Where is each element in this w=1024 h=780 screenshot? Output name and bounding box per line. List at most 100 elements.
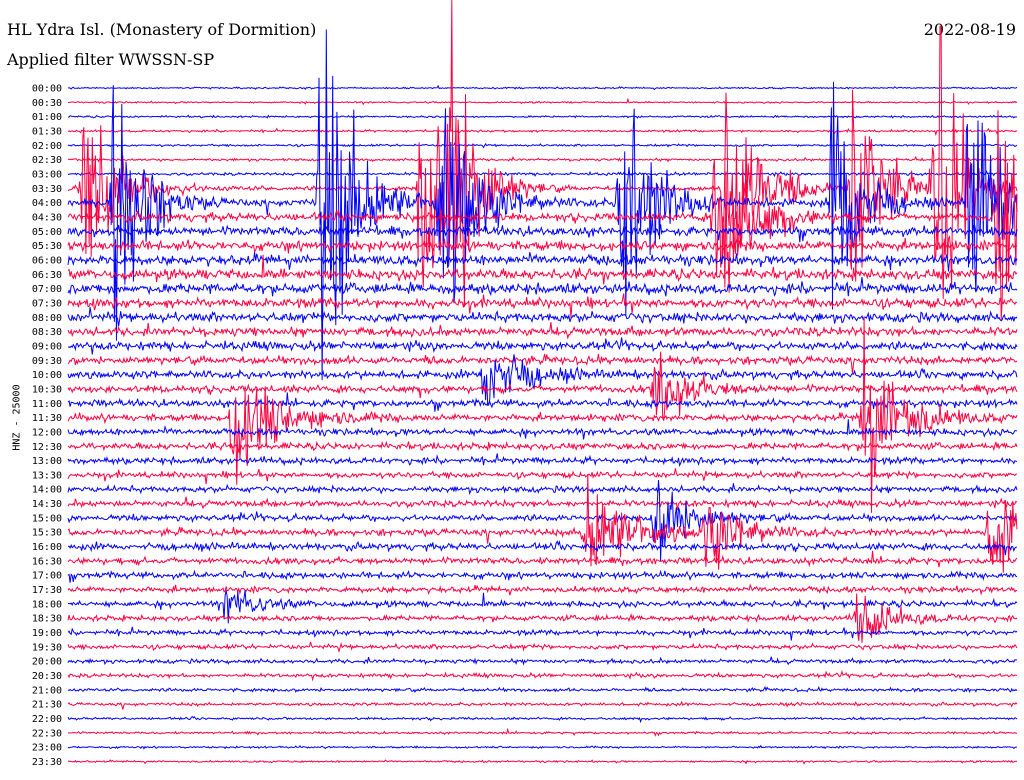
- tick-label: 08:00: [32, 313, 62, 324]
- trace-line: [67, 110, 1018, 320]
- tick-label: 17:30: [32, 585, 62, 596]
- trace-line: [67, 496, 1018, 511]
- trace-line: [67, 641, 1018, 654]
- trace-line: [67, 569, 1018, 583]
- trace-line: [67, 351, 1018, 421]
- tick-label: 22:00: [32, 714, 62, 725]
- station-title: HL Ydra Isl. (Monastery of Dormition): [7, 20, 317, 39]
- trace-line: [67, 727, 1017, 737]
- tick-label: 02:00: [32, 141, 62, 152]
- trace-line: [67, 169, 1018, 179]
- trace-line: [67, 593, 1018, 643]
- trace-line: [67, 293, 1018, 319]
- trace-line: [67, 316, 1018, 513]
- tick-label: 16:30: [32, 556, 62, 567]
- trace-line: [67, 715, 1018, 724]
- trace-line: [67, 419, 1018, 440]
- tick-label: 10:30: [32, 384, 62, 395]
- seismogram-traces: [67, 0, 1018, 765]
- tick-label: 20:30: [32, 671, 62, 682]
- trace-line: [67, 440, 1018, 453]
- tick-label: 03:30: [32, 184, 62, 195]
- trace-line: [67, 0, 1018, 307]
- tick-label: 02:30: [32, 155, 62, 166]
- trace-line: [67, 473, 1018, 573]
- tick-label: 06:00: [32, 255, 62, 266]
- filter-label: Applied filter WWSSN-SP: [7, 50, 215, 69]
- tick-label: 04:00: [32, 198, 62, 209]
- trace-line: [67, 759, 1018, 765]
- trace-line: [67, 237, 1018, 254]
- tick-label: 20:00: [32, 657, 62, 668]
- trace-line: [67, 550, 1018, 568]
- tick-label: 19:30: [32, 642, 62, 653]
- trace-line: [67, 589, 1018, 624]
- tick-label: 07:00: [32, 284, 62, 295]
- tick-label: 00:00: [32, 84, 62, 95]
- tick-label: 05:00: [32, 227, 62, 238]
- trace-line: [67, 700, 1018, 710]
- trace-line: [67, 479, 1018, 562]
- trace-line: [67, 254, 1018, 285]
- tick-label: 01:00: [32, 112, 62, 123]
- trace-line: [67, 252, 1018, 272]
- trace-line: [67, 141, 1018, 149]
- tick-label: 03:00: [32, 169, 62, 180]
- tick-label: 14:00: [32, 485, 62, 496]
- tick-label: 13:00: [32, 456, 62, 467]
- tick-label: 05:30: [32, 241, 62, 252]
- tick-label: 11:00: [32, 399, 62, 410]
- trace-line: [67, 353, 1018, 375]
- tick-label: 04:30: [32, 212, 62, 223]
- tick-label: 15:00: [32, 513, 62, 524]
- tick-label: 18:30: [32, 614, 62, 625]
- tick-label: 23:30: [32, 757, 62, 768]
- time-tick-labels: 00:00 00:30 01:00 01:30 02:00 02:30 03:00 03:30…: [32, 84, 62, 769]
- trace-line: [67, 453, 1018, 468]
- tick-label: 10:00: [32, 370, 62, 381]
- trace-line: [67, 392, 1018, 412]
- tick-label: 01:30: [32, 126, 62, 137]
- trace-line: [67, 114, 1018, 119]
- tick-label: 14:30: [32, 499, 62, 510]
- trace-line: [67, 744, 1018, 750]
- tick-label: 18:00: [32, 599, 62, 610]
- tick-label: 08:30: [32, 327, 62, 338]
- trace-line: [67, 29, 1018, 381]
- tick-label: 21:30: [32, 700, 62, 711]
- trace-line: [67, 322, 1018, 340]
- tick-label: 06:30: [32, 270, 62, 281]
- tick-label: 19:00: [32, 628, 62, 639]
- trace-line: [67, 468, 1018, 485]
- tick-label: 11:30: [32, 413, 62, 424]
- tick-label: 00:30: [32, 98, 62, 109]
- tick-label: 09:30: [32, 356, 62, 367]
- tick-label: 12:00: [32, 427, 62, 438]
- tick-label: 16:00: [32, 542, 62, 553]
- tick-label: 23:00: [32, 743, 62, 754]
- trace-line: [67, 685, 1018, 694]
- trace-line: [67, 97, 1018, 106]
- trace-line: [67, 656, 1018, 666]
- tick-label: 13:30: [32, 470, 62, 481]
- tick-label: 09:00: [32, 341, 62, 352]
- trace-line: [67, 307, 1018, 327]
- trace-line: [67, 127, 1018, 137]
- trace-line: [67, 155, 1018, 163]
- trace-line: [67, 354, 1018, 406]
- trace-line: [67, 84, 1018, 91]
- tick-label: 17:00: [32, 571, 62, 582]
- trace-line: [67, 583, 1018, 596]
- tick-label: 22:30: [32, 728, 62, 739]
- tick-label: 12:30: [32, 442, 62, 453]
- trace-line: [67, 277, 1018, 297]
- tick-label: 21:00: [32, 685, 62, 696]
- date-label: 2022-08-19: [923, 20, 1016, 39]
- trace-line: [67, 669, 1018, 682]
- tick-label: 15:30: [32, 528, 62, 539]
- trace-line: [67, 216, 1018, 243]
- trace-line: [67, 483, 1018, 495]
- trace-line: [68, 539, 1017, 556]
- trace-line: [67, 626, 1018, 641]
